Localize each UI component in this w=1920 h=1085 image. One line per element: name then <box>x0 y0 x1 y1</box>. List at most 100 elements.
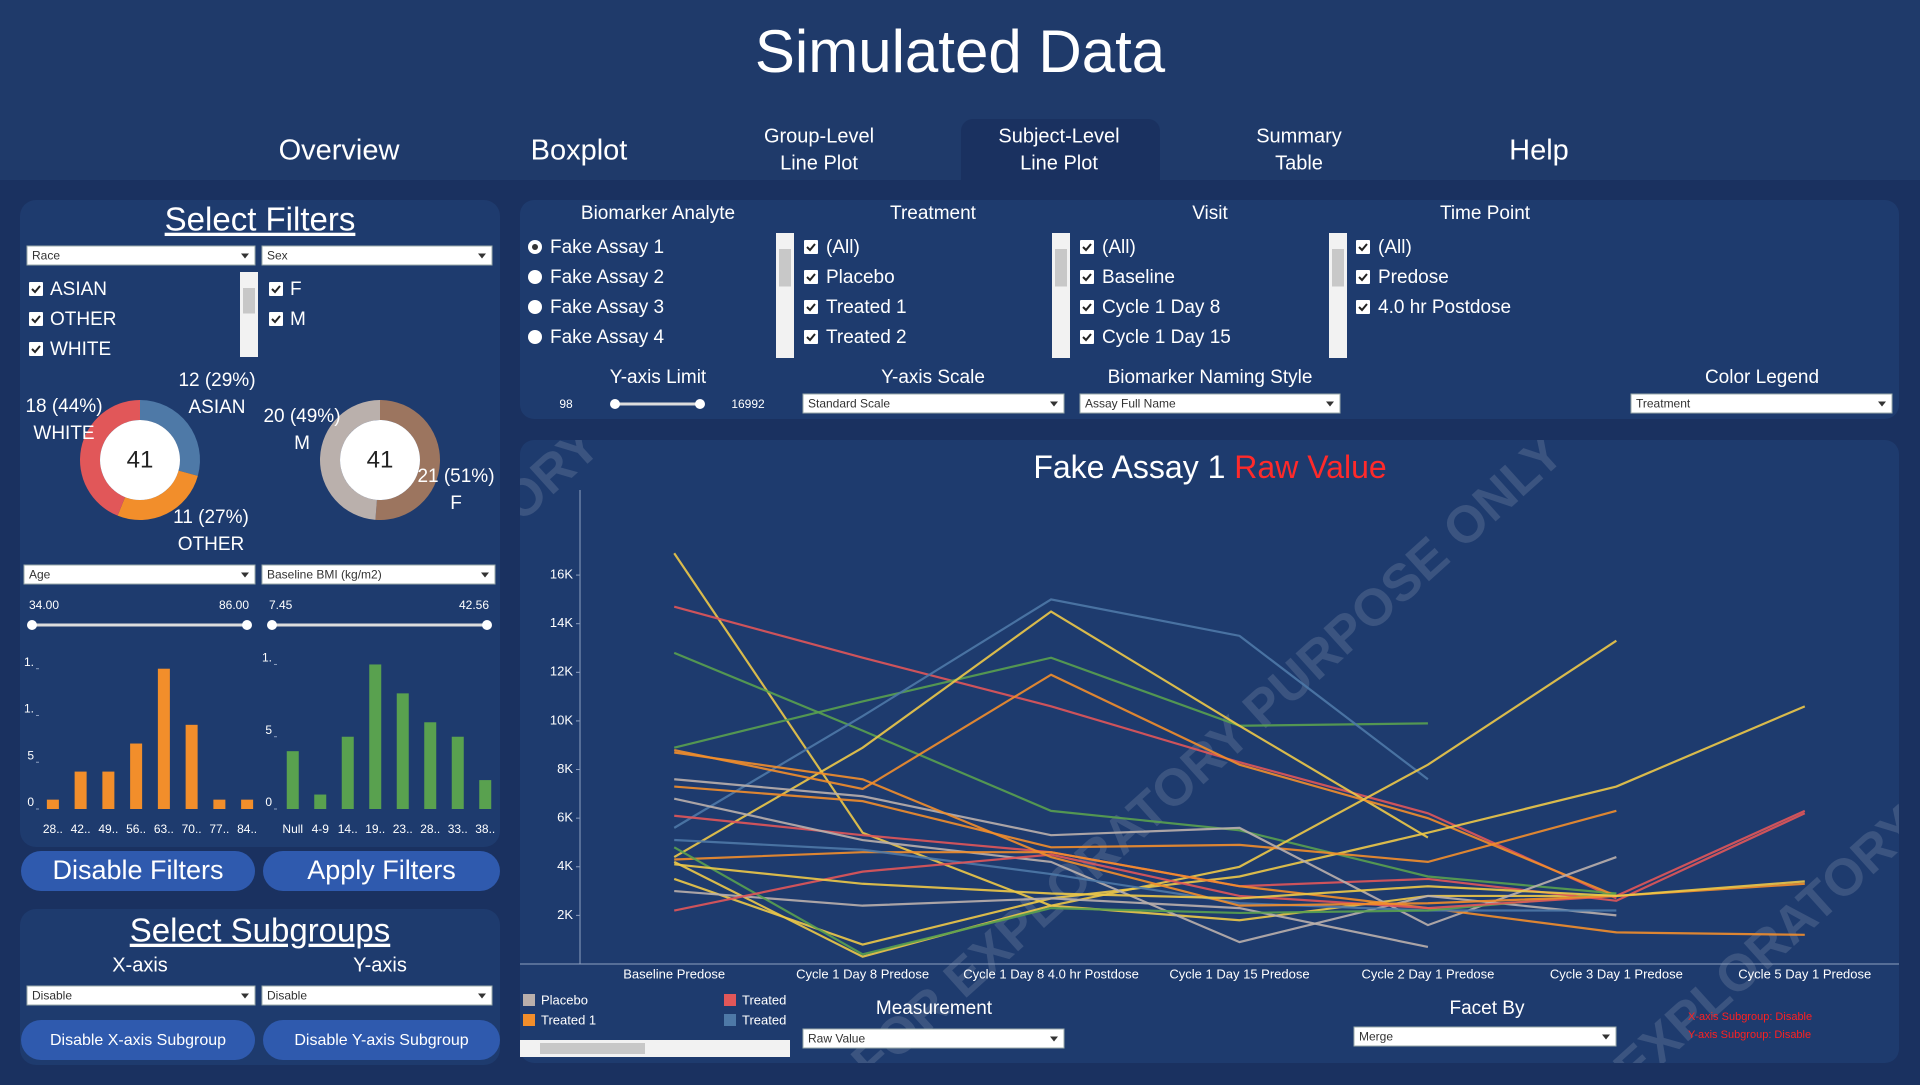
check-mark <box>806 273 816 282</box>
x-tick-label: 63.. <box>154 822 174 836</box>
slider-handle[interactable] <box>695 399 705 409</box>
checkbox[interactable] <box>29 282 43 296</box>
dropdown[interactable]: Disable <box>26 985 256 1006</box>
x-tick-label: 33.. <box>448 822 468 836</box>
legend-label: Treated <box>742 992 786 1007</box>
radio-label: Fake Assay 1 <box>550 237 664 258</box>
dropdown[interactable]: Age <box>23 564 256 585</box>
radio[interactable] <box>528 330 542 344</box>
x-tick-label: 14.. <box>338 822 358 836</box>
checkbox[interactable] <box>29 342 43 356</box>
nav-tab[interactable]: Overview <box>279 135 401 167</box>
histogram-bar <box>341 736 354 809</box>
checkbox[interactable] <box>804 270 818 284</box>
button-label[interactable]: Disable X-axis Subgroup <box>50 1032 226 1049</box>
control-label: Facet By <box>1450 998 1525 1019</box>
button[interactable] <box>21 851 255 891</box>
checkbox[interactable] <box>1356 270 1370 284</box>
checkbox[interactable] <box>1080 330 1094 344</box>
nav-tab[interactable]: Table <box>1275 152 1323 174</box>
scrollbar[interactable] <box>240 272 258 357</box>
nav-tab[interactable]: Subject-Level <box>998 125 1119 147</box>
check-mark <box>1082 303 1092 312</box>
check-mark <box>1358 243 1368 252</box>
legend-label: Placebo <box>541 992 588 1007</box>
nav-tab[interactable]: Line Plot <box>780 152 858 174</box>
histogram-bar <box>314 794 327 809</box>
checkbox[interactable] <box>1080 240 1094 254</box>
column-header: Biomarker Analyte <box>581 203 735 224</box>
checkbox[interactable] <box>269 282 283 296</box>
dropdown[interactable]: Treatment <box>1630 393 1893 414</box>
x-tick-label: 77.. <box>209 822 229 836</box>
slider-handle[interactable] <box>267 620 277 630</box>
checkbox[interactable] <box>804 330 818 344</box>
button-label[interactable]: Disable Filters <box>52 855 223 885</box>
histogram-bar <box>396 693 409 809</box>
checkbox[interactable] <box>804 240 818 254</box>
checkbox[interactable] <box>269 312 283 326</box>
radio[interactable] <box>528 270 542 284</box>
dropdown[interactable]: Sex <box>261 245 493 266</box>
dropdown-arrow <box>481 572 489 578</box>
checkbox[interactable] <box>1356 240 1370 254</box>
dropdown[interactable]: Race <box>26 245 256 266</box>
slider-handle[interactable] <box>610 399 620 409</box>
nav-tab[interactable]: Help <box>1509 135 1569 167</box>
dropdown-arrow <box>1326 401 1334 407</box>
histogram-bar <box>369 664 382 809</box>
scroll-thumb <box>1332 249 1344 287</box>
nav-tab[interactable]: Group-Level <box>764 125 874 147</box>
dropdown[interactable]: Baseline BMI (kg/m2) <box>261 564 496 585</box>
button-label[interactable]: Apply Filters <box>307 855 456 885</box>
legend-swatch <box>523 1014 535 1026</box>
checkbox[interactable] <box>1356 300 1370 314</box>
button[interactable] <box>263 1020 500 1060</box>
dropdown[interactable]: Disable <box>261 985 493 1006</box>
dropdown[interactable]: Standard Scale <box>802 393 1065 414</box>
x-tick-label: Cycle 5 Day 1 Predose <box>1738 966 1871 981</box>
donut-hole <box>100 420 180 500</box>
histogram-bar <box>102 771 115 809</box>
nav-tab[interactable]: Boxplot <box>531 135 628 167</box>
dropdown-value: Disable <box>32 989 72 1003</box>
subject-line <box>673 656 1428 749</box>
histogram-bar <box>451 736 464 809</box>
scroll-thumb <box>779 249 791 287</box>
dropdown[interactable]: Assay Full Name <box>1079 393 1341 414</box>
range-max: 42.56 <box>459 598 489 612</box>
subgroup-note: Y-axis Subgroup: Disable <box>1688 1029 1811 1041</box>
radio[interactable] <box>528 300 542 314</box>
checkbox[interactable] <box>804 300 818 314</box>
checkbox[interactable] <box>1080 300 1094 314</box>
axis-select-label: X-axis <box>112 954 168 976</box>
dropdown[interactable]: Merge <box>1353 1026 1617 1047</box>
dropdown-value: Race <box>32 249 60 263</box>
range-min: 7.45 <box>269 598 293 612</box>
dropdown-box <box>802 1028 1065 1049</box>
slider-handle[interactable] <box>242 620 252 630</box>
checkbox-label: Treated 1 <box>826 297 907 318</box>
slider-handle[interactable] <box>482 620 492 630</box>
check-mark <box>806 303 816 312</box>
button[interactable] <box>263 851 500 891</box>
dropdown[interactable]: Raw Value <box>802 1028 1065 1049</box>
donut-segment <box>319 400 380 520</box>
button-label[interactable]: Disable Y-axis Subgroup <box>294 1032 468 1049</box>
control-label: Biomarker Naming Style <box>1108 367 1313 388</box>
column-header: Treatment <box>890 203 977 224</box>
histogram-bar <box>424 722 437 809</box>
x-tick-label: 70.. <box>182 822 202 836</box>
x-tick-label: Cycle 1 Day 15 Predose <box>1169 966 1309 981</box>
x-tick-label: 19.. <box>365 822 385 836</box>
nav-tab[interactable]: Line Plot <box>1020 152 1098 174</box>
checkbox-label: Cycle 1 Day 15 <box>1102 327 1231 348</box>
check-mark <box>271 285 281 294</box>
nav-tab[interactable]: Summary <box>1256 125 1342 147</box>
slider-handle[interactable] <box>27 620 37 630</box>
button[interactable] <box>21 1020 255 1060</box>
checkbox[interactable] <box>29 312 43 326</box>
checkbox[interactable] <box>1080 270 1094 284</box>
